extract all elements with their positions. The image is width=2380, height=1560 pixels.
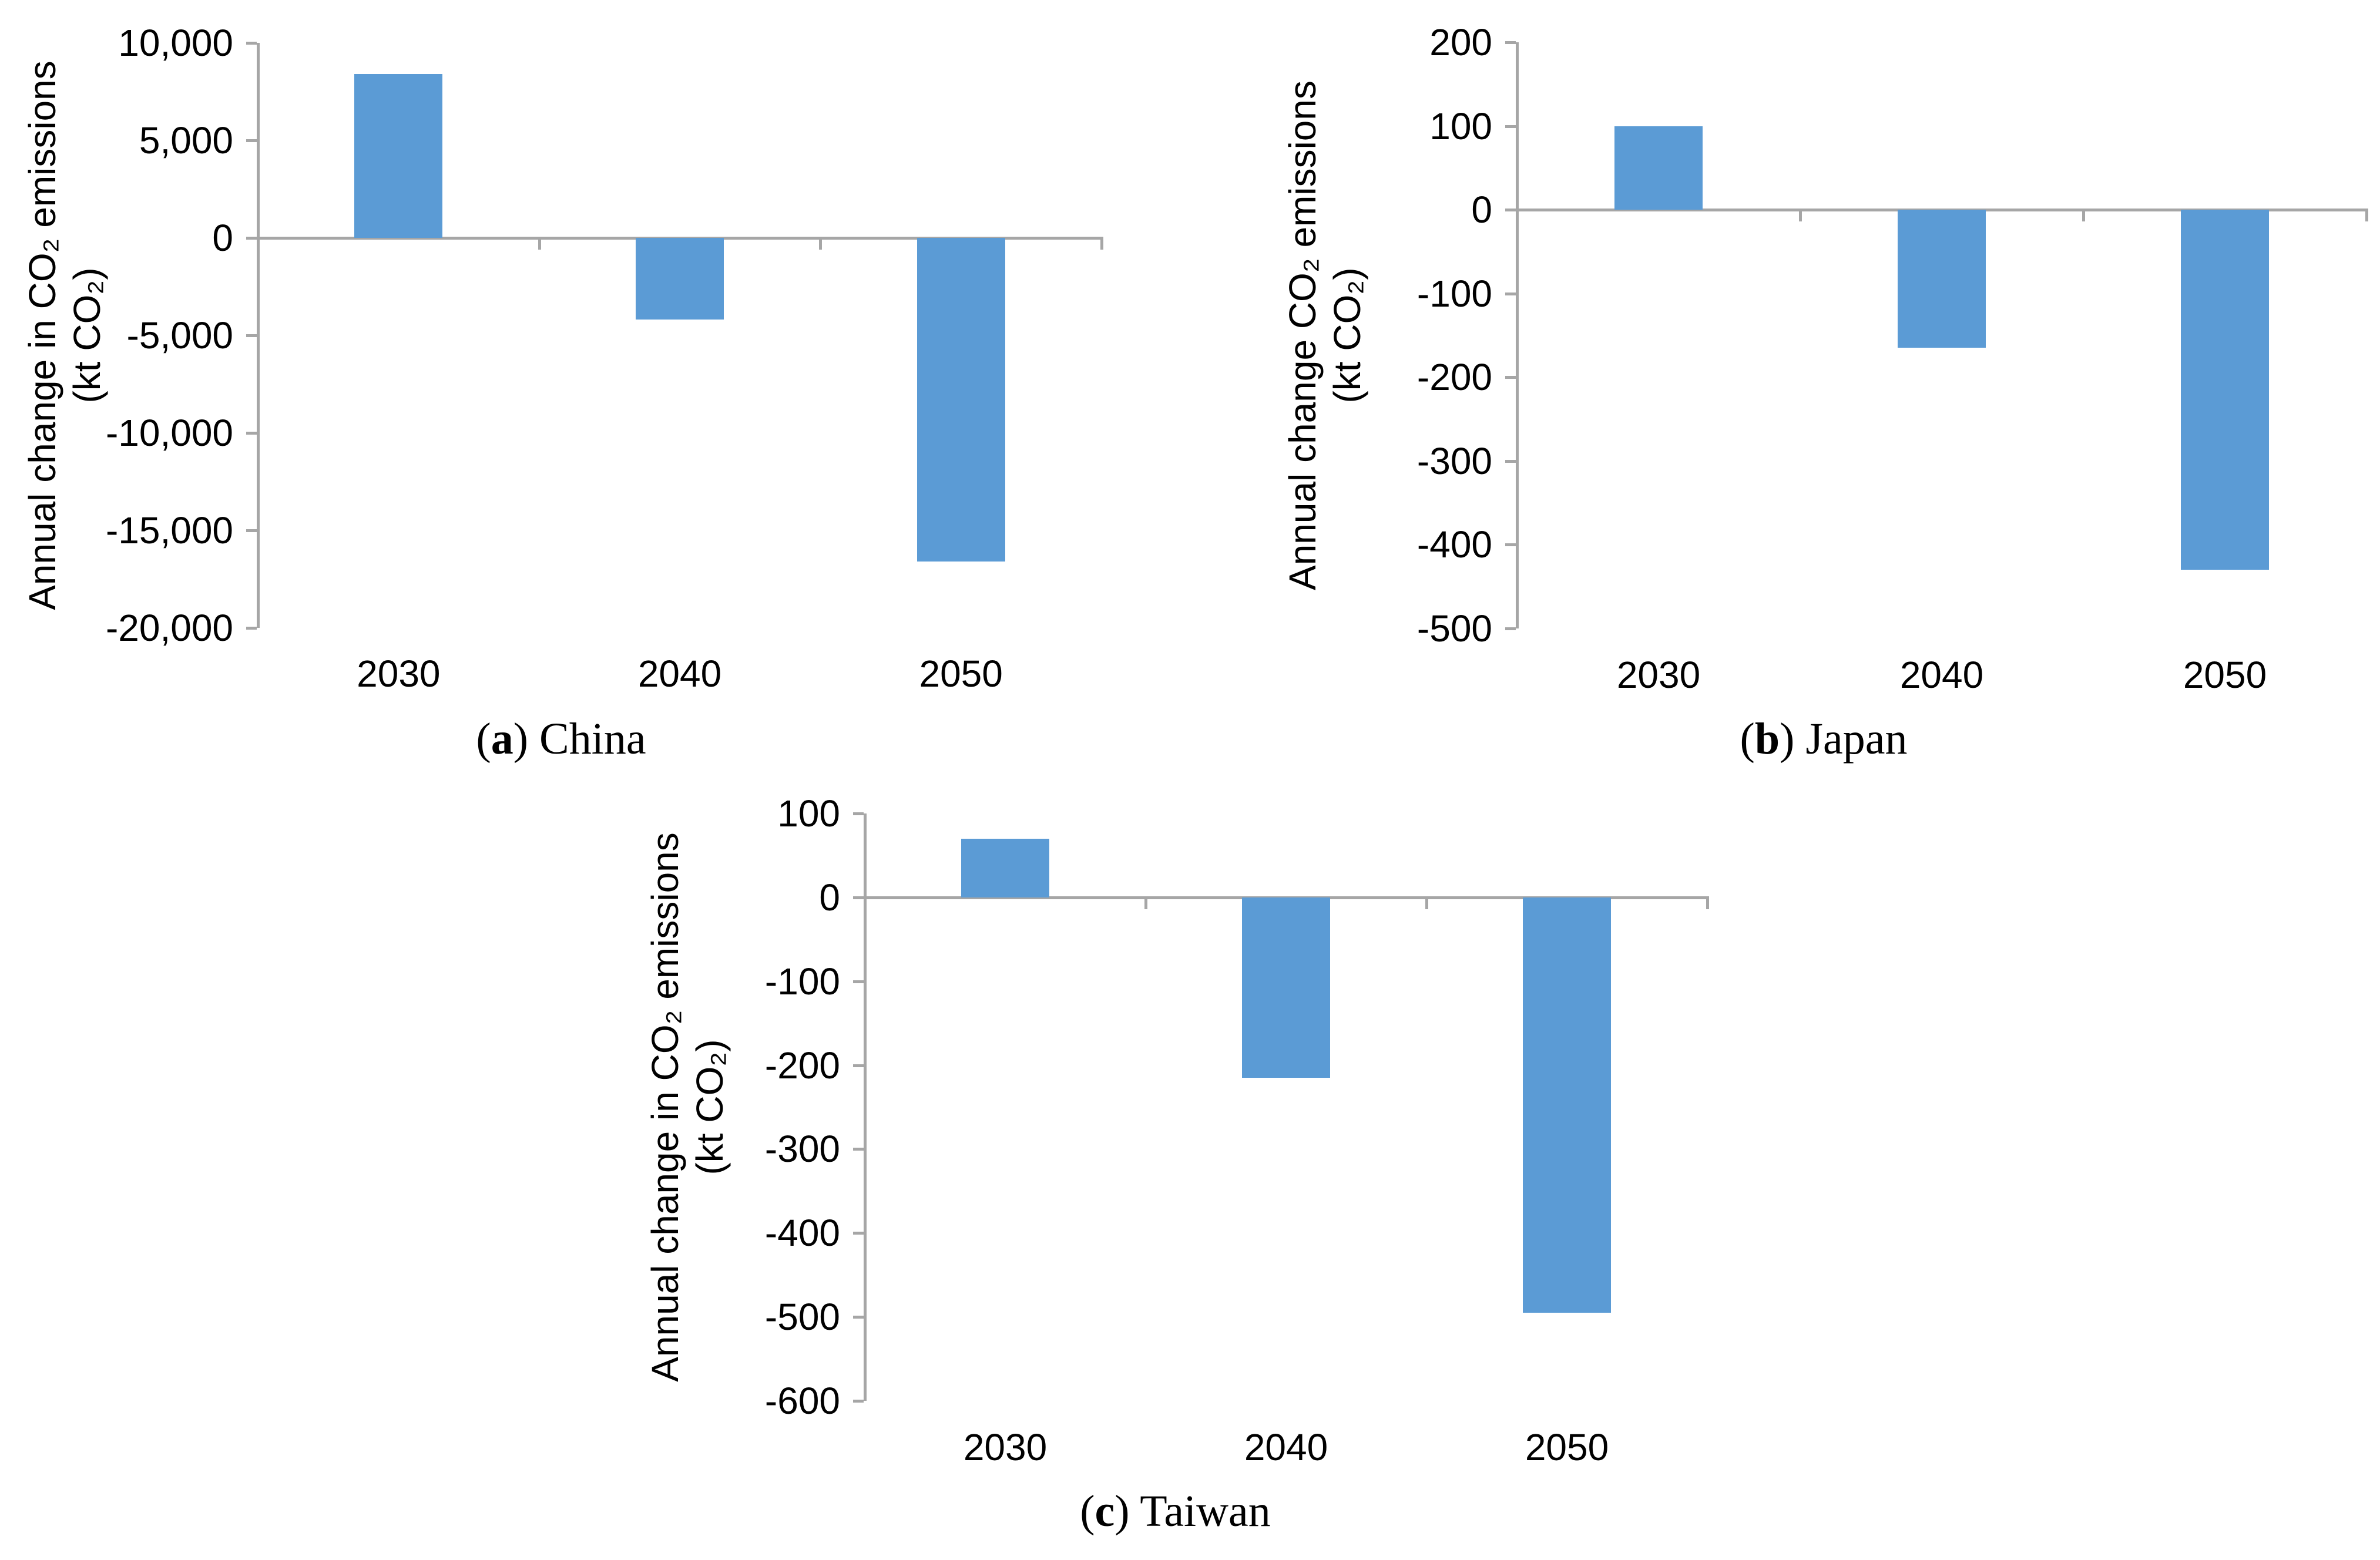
y-tick-label: -10,000 — [105, 412, 233, 454]
x-tick-label-2050: 2050 — [919, 653, 1003, 695]
x-tick-label-2040: 2040 — [1244, 1426, 1328, 1468]
y-axis-tick — [1505, 543, 1516, 547]
y-tick-label: 10,000 — [118, 22, 233, 64]
caption-title: Japan — [1805, 714, 1908, 764]
x-axis-tick — [1706, 896, 1709, 909]
y-axis-tick — [853, 1232, 864, 1235]
y-tick-label: -400 — [1416, 523, 1492, 566]
caption-letter: b — [1754, 714, 1780, 764]
y-tick-label: 100 — [1429, 105, 1492, 147]
bar-2030 — [354, 74, 443, 238]
y-axis-tick — [1505, 292, 1516, 295]
y-axis-tick — [246, 334, 257, 337]
x-axis-tick — [2365, 209, 2368, 222]
caption-paren-open: ( — [1080, 1487, 1095, 1536]
x-axis-tick — [2082, 209, 2085, 222]
y-axis-tick — [246, 529, 257, 532]
bar-2050 — [1523, 897, 1611, 1313]
x-tick-label-2050: 2050 — [2183, 654, 2267, 696]
y-axis-line — [864, 813, 867, 1401]
bar-2040 — [636, 238, 724, 320]
y-tick-label: -500 — [1416, 607, 1492, 650]
x-axis-tick — [538, 237, 541, 250]
x-tick-label-2030: 2030 — [357, 653, 441, 695]
y-axis-tick — [246, 432, 257, 435]
y-axis-tick — [853, 1400, 864, 1403]
y-axis-tick — [853, 896, 864, 899]
y-axis-tick — [853, 812, 864, 815]
chart-caption: (b) Japan — [1281, 714, 2366, 764]
y-tick-label: 0 — [1471, 189, 1492, 231]
caption-paren-close: ) — [513, 714, 529, 764]
y-axis-tick — [1505, 209, 1516, 212]
caption-letter: c — [1095, 1487, 1115, 1536]
x-tick-label-2040: 2040 — [1899, 654, 1984, 696]
y-tick-label: -300 — [1416, 439, 1492, 482]
y-tick-label: 0 — [212, 217, 233, 259]
y-axis-title-line: (kt CO₂) — [689, 1039, 731, 1175]
y-tick-label: -100 — [1416, 272, 1492, 315]
caption-title: Taiwan — [1140, 1487, 1271, 1536]
bar-2040 — [1898, 210, 1986, 348]
y-axis-tick — [246, 237, 257, 240]
y-axis-tick — [1505, 376, 1516, 379]
chart-caption: (a) China — [21, 714, 1102, 764]
y-axis-line — [257, 43, 260, 628]
x-tick-label-2040: 2040 — [637, 653, 722, 695]
x-tick-label-2030: 2030 — [1616, 654, 1701, 696]
y-tick-label: 200 — [1429, 21, 1492, 63]
bar-2040 — [1242, 897, 1330, 1078]
y-tick-label: -500 — [764, 1296, 840, 1339]
y-tick-label: -15,000 — [105, 509, 233, 552]
bar-2030 — [1614, 126, 1703, 210]
x-axis-tick — [1144, 896, 1147, 909]
y-tick-label: -200 — [1416, 356, 1492, 399]
y-tick-label: 5,000 — [139, 119, 233, 162]
caption-paren-open: ( — [476, 714, 491, 764]
y-tick-label: 0 — [819, 876, 840, 919]
x-tick-label-2030: 2030 — [963, 1426, 1048, 1468]
y-tick-label: -300 — [764, 1128, 840, 1171]
y-axis-tick — [853, 1316, 864, 1319]
y-tick-label: -400 — [764, 1212, 840, 1255]
y-axis-tick — [853, 1148, 864, 1151]
y-axis-tick — [1505, 459, 1516, 463]
caption-letter: a — [491, 714, 513, 764]
y-tick-label: -100 — [764, 960, 840, 1003]
bar-2050 — [2181, 210, 2269, 570]
x-axis-tick — [1425, 896, 1428, 909]
caption-paren-close: ) — [1780, 714, 1795, 764]
y-axis-tick — [1505, 627, 1516, 630]
caption-title: China — [539, 714, 646, 764]
bar-2050 — [917, 238, 1005, 562]
y-axis-tick — [853, 980, 864, 983]
caption-paren-open: ( — [1740, 714, 1755, 764]
y-axis-line — [1516, 42, 1519, 628]
chart-caption: (c) Taiwan — [643, 1486, 1707, 1537]
y-tick-label: -600 — [764, 1380, 840, 1422]
y-axis-title-line: Annual change in CO₂ emissions — [644, 832, 686, 1382]
x-tick-label-2050: 2050 — [1525, 1426, 1609, 1468]
y-tick-label: 100 — [777, 792, 840, 835]
y-axis-tick — [853, 1064, 864, 1067]
y-axis-tick — [246, 627, 257, 630]
x-axis-tick — [1100, 237, 1103, 250]
y-tick-label: -20,000 — [105, 607, 233, 649]
x-axis-tick — [819, 237, 823, 250]
y-axis-tick — [1505, 125, 1516, 128]
x-axis-tick — [1799, 209, 1802, 222]
bar-2030 — [961, 838, 1049, 897]
caption-paren-close: ) — [1115, 1487, 1130, 1536]
y-tick-label: -5,000 — [126, 314, 233, 357]
y-axis-tick — [1505, 41, 1516, 44]
y-tick-label: -200 — [764, 1044, 840, 1087]
y-axis-tick — [246, 139, 257, 142]
y-axis-tick — [246, 42, 257, 45]
y-axis-title: Annual change in CO₂ emissions (kt CO₂) — [643, 813, 732, 1401]
